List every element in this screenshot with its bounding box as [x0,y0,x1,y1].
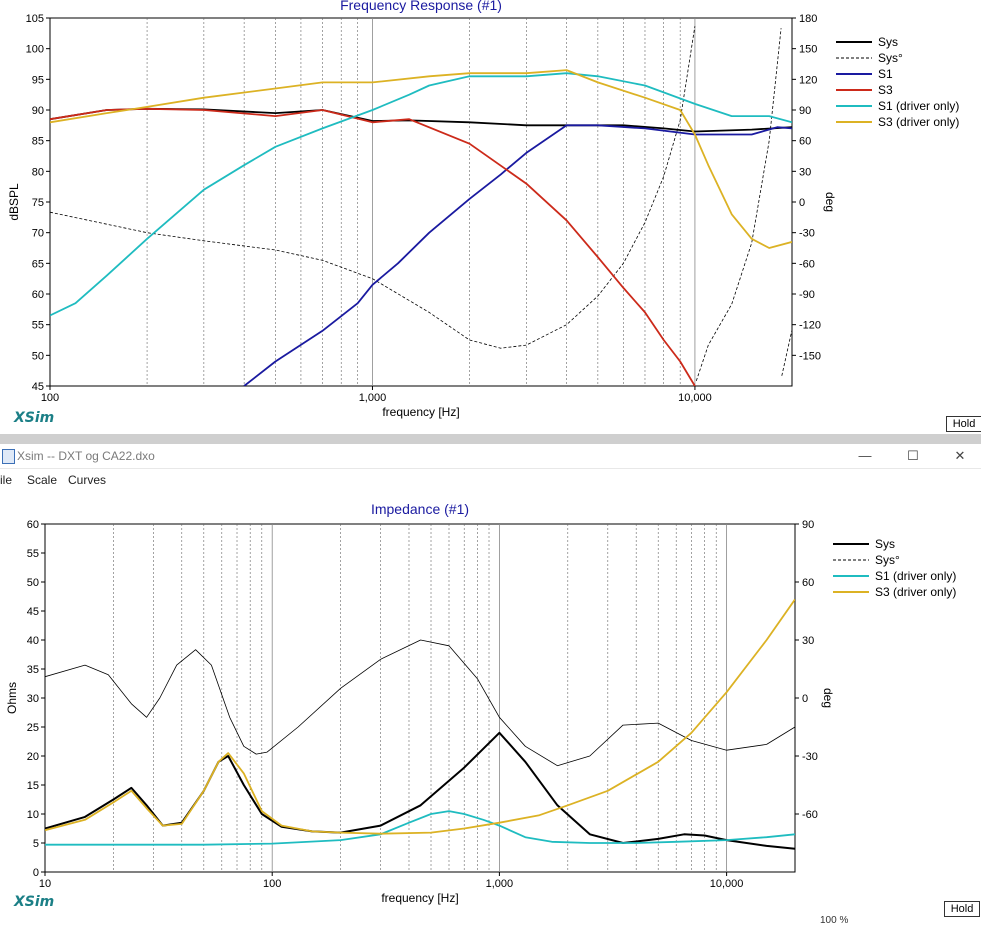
fr-y2tick-label: 90 [799,105,811,117]
menu-curves[interactable]: Curves [68,473,107,487]
fr-ytick-label: 85 [32,136,44,148]
panel-separator[interactable] [0,434,981,444]
menu-file[interactable]: ile [0,473,13,487]
imp-series-sys [45,639,795,767]
imp-y2tick-label: -60 [802,809,818,821]
imp-xtick-label: 10,000 [710,878,744,890]
hold-button-bottom[interactable]: Hold [944,901,980,917]
fr-ytick-label: 65 [32,258,44,270]
fr-y2tick-label: -60 [799,258,815,270]
fr-ytick-label: 100 [26,44,44,56]
fr-legend-label-s1: S1 [878,67,893,81]
imp-legend-label-sys: Sys° [875,553,900,567]
imp-y2tick-label: -30 [802,751,818,763]
fr-legend-label-sys: Sys [878,35,898,49]
frequency-response-panel: 45 50 55 60 65 70 75 80 85 90 95 100 105 -150 -120 -90 -… [0,0,981,434]
fr-y2label: deg [823,192,837,212]
window-title-bar[interactable]: Xsim -- DXT og CA22.dxo — ☐ ✕ [0,444,981,469]
imp-ytick-label: 10 [27,809,39,821]
fr-ytick-label: 105 [26,13,44,25]
imp-title: Impedance (#1) [371,501,469,517]
hold-button-top[interactable]: Hold [946,416,981,432]
fr-xtick-label: 10,000 [678,392,712,404]
imp-ytick-label: 25 [27,722,39,734]
fr-y2tick-label: 30 [799,166,811,178]
imp-y2tick-label: 90 [802,519,814,531]
fr-y2tick-label: 120 [799,74,817,86]
app-icon [2,449,15,464]
imp-ytick-label: 15 [27,780,39,792]
fr-ytick-label: 60 [32,289,44,301]
fr-ytick-label: 70 [32,228,44,240]
fr-plot-area [49,17,793,387]
fr-xtick-label: 1,000 [359,392,387,404]
imp-xlabel: frequency [Hz] [381,891,458,905]
fr-ytick-label: 55 [32,320,44,332]
minimize-button[interactable]: — [858,448,872,463]
fr-legend-label-sys: Sys° [878,51,903,65]
imp-xtick-label: 100 [263,878,281,890]
fr-ylabel: dBSPL [7,183,21,221]
fr-legend-label-s3-driver-only: S3 (driver only) [878,115,959,129]
imp-ytick-label: 60 [27,519,39,531]
fr-ytick-label: 90 [32,105,44,117]
imp-ytick-label: 5 [33,838,39,850]
imp-legend-label-sys: Sys [875,537,895,551]
fr-y2tick-label: -90 [799,289,815,301]
imp-series-s3-driver-only [45,598,795,835]
imp-ytick-label: 55 [27,548,39,560]
maximize-button[interactable]: ☐ [907,448,919,463]
imp-ytick-label: 45 [27,606,39,618]
fr-legend-label-s1-driver-only: S1 (driver only) [878,99,959,113]
fr-y2tick-label: 150 [799,44,817,56]
imp-ytick-label: 35 [27,664,39,676]
imp-ytick-label: 20 [27,751,39,763]
close-button[interactable]: ✕ [954,448,966,463]
fr-y2tick-label: -120 [799,320,821,332]
imp-ytick-label: 30 [27,693,39,705]
imp-xtick-label: 1,000 [486,878,514,890]
fr-series-s3 [50,107,696,386]
menu-scale[interactable]: Scale [27,473,58,487]
fr-y2tick-label: 0 [799,197,805,209]
fr-series-s1 [243,124,792,386]
imp-ytick-label: 50 [27,577,39,589]
imp-xtick-label: 10 [39,878,51,890]
fr-series-sys [50,26,792,382]
fr-y2tick-label: 60 [799,136,811,148]
imp-y2tick-label: 0 [802,693,808,705]
imp-y2label: deg [821,688,835,708]
fr-xlabel: frequency [Hz] [382,405,459,419]
imp-ytick-label: 40 [27,635,39,647]
fr-y2tick-label: -30 [799,228,815,240]
imp-legend-label-s1-driver-only: S1 (driver only) [875,569,956,583]
fr-ytick-label: 95 [32,74,44,86]
xsim-logo-top: XSim [14,410,55,426]
fr-y2tick-label: -150 [799,350,821,362]
status-zoom: 100 % [820,915,849,926]
imp-ylabel: Ohms [5,682,19,714]
fr-legend-label-s3: S3 [878,83,893,97]
fr-ytick-label: 80 [32,166,44,178]
fr-ytick-label: 50 [32,350,44,362]
fr-series-s1-driver-only [50,72,792,317]
fr-xtick-label: 100 [41,392,59,404]
xsim-logo-bottom: XSim [14,894,55,910]
fr-ytick-label: 75 [32,197,44,209]
fr-series-s3-driver-only [50,69,792,249]
frequency-response-chart: 45 50 55 60 65 70 75 80 85 90 95 100 105 -150 -120 -90 -… [7,0,959,419]
imp-y2tick-label: 60 [802,577,814,589]
imp-ytick-label: 0 [33,867,39,879]
fr-ytick-label: 45 [32,381,44,393]
imp-series-s1-driver-only [45,810,795,846]
fr-y2tick-label: 180 [799,13,817,25]
impedance-chart: 0 5 10 15 20 25 30 35 40 45 50 55 60 -60 -30 0 30 60 90 10 1… [5,501,956,905]
fr-title: Frequency Response (#1) [340,0,502,13]
imp-plot-area [44,523,796,873]
impedance-panel: 0 5 10 15 20 25 30 35 40 45 50 55 60 -60 -30 0 30 60 90 10 1… [0,491,981,925]
menu-bar: ile Scale Curves [0,469,981,491]
window-title: Xsim -- DXT og CA22.dxo [17,449,155,463]
imp-y2tick-label: 30 [802,635,814,647]
imp-legend-label-s3-driver-only: S3 (driver only) [875,585,956,599]
